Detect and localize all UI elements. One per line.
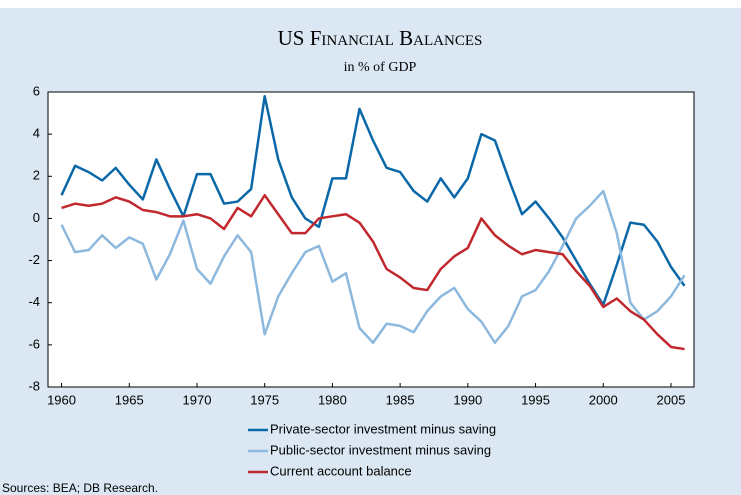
x-tick-label: 2000 — [589, 392, 618, 407]
y-tick-label: -6 — [28, 336, 40, 351]
x-tick-label: 1985 — [386, 392, 415, 407]
y-tick-label: -8 — [28, 378, 40, 393]
legend-label: Public-sector investment minus saving — [270, 442, 491, 457]
y-tick-label: -2 — [28, 252, 40, 267]
chart-title: US Financial Balances — [278, 26, 483, 50]
series-line — [60, 189, 686, 344]
y-tick-label: 6 — [33, 83, 40, 98]
x-tick-label: 1980 — [318, 392, 347, 407]
x-tick-label: 1970 — [183, 392, 212, 407]
x-tick-label: 1960 — [47, 392, 76, 407]
x-tick-label: 1975 — [250, 392, 279, 407]
y-tick-label: 4 — [33, 126, 40, 141]
y-tick-label: 2 — [33, 168, 40, 183]
x-tick-label: 1990 — [453, 392, 482, 407]
series-line — [60, 94, 686, 307]
source: Sources: BEA; DB Research. — [2, 481, 158, 495]
series-line — [61, 194, 685, 351]
legend-label: Private-sector investment minus saving — [270, 421, 496, 436]
x-tick-label: 1995 — [521, 392, 550, 407]
chart-subtitle: in % of GDP — [344, 60, 417, 75]
legend-label: Current account balance — [270, 463, 412, 478]
y-tick-label: -4 — [28, 294, 40, 309]
x-tick-label: 2005 — [657, 392, 686, 407]
x-tick-label: 1965 — [115, 392, 144, 407]
y-tick-label: 0 — [33, 210, 40, 225]
